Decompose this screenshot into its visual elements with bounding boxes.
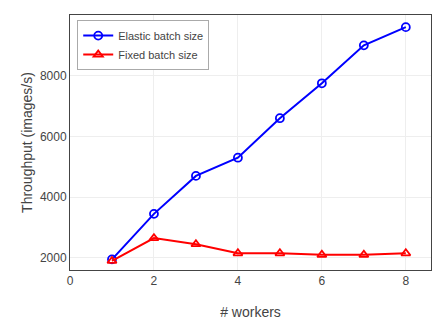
svg-text:4000: 4000	[40, 190, 67, 204]
svg-text:2: 2	[151, 274, 158, 288]
svg-text:Elastic batch size: Elastic batch size	[118, 30, 203, 42]
svg-text:6000: 6000	[40, 130, 67, 144]
svg-text:8000: 8000	[40, 69, 67, 83]
svg-text:4: 4	[235, 274, 242, 288]
svg-text:Throughput (images/s): Throughput (images/s)	[19, 72, 35, 213]
svg-text:0: 0	[67, 274, 74, 288]
svg-text:2000: 2000	[40, 251, 67, 265]
svg-text:# workers: # workers	[220, 304, 281, 320]
svg-text:6: 6	[319, 274, 326, 288]
svg-text:Fixed batch size: Fixed batch size	[118, 49, 197, 61]
svg-text:8: 8	[402, 274, 409, 288]
